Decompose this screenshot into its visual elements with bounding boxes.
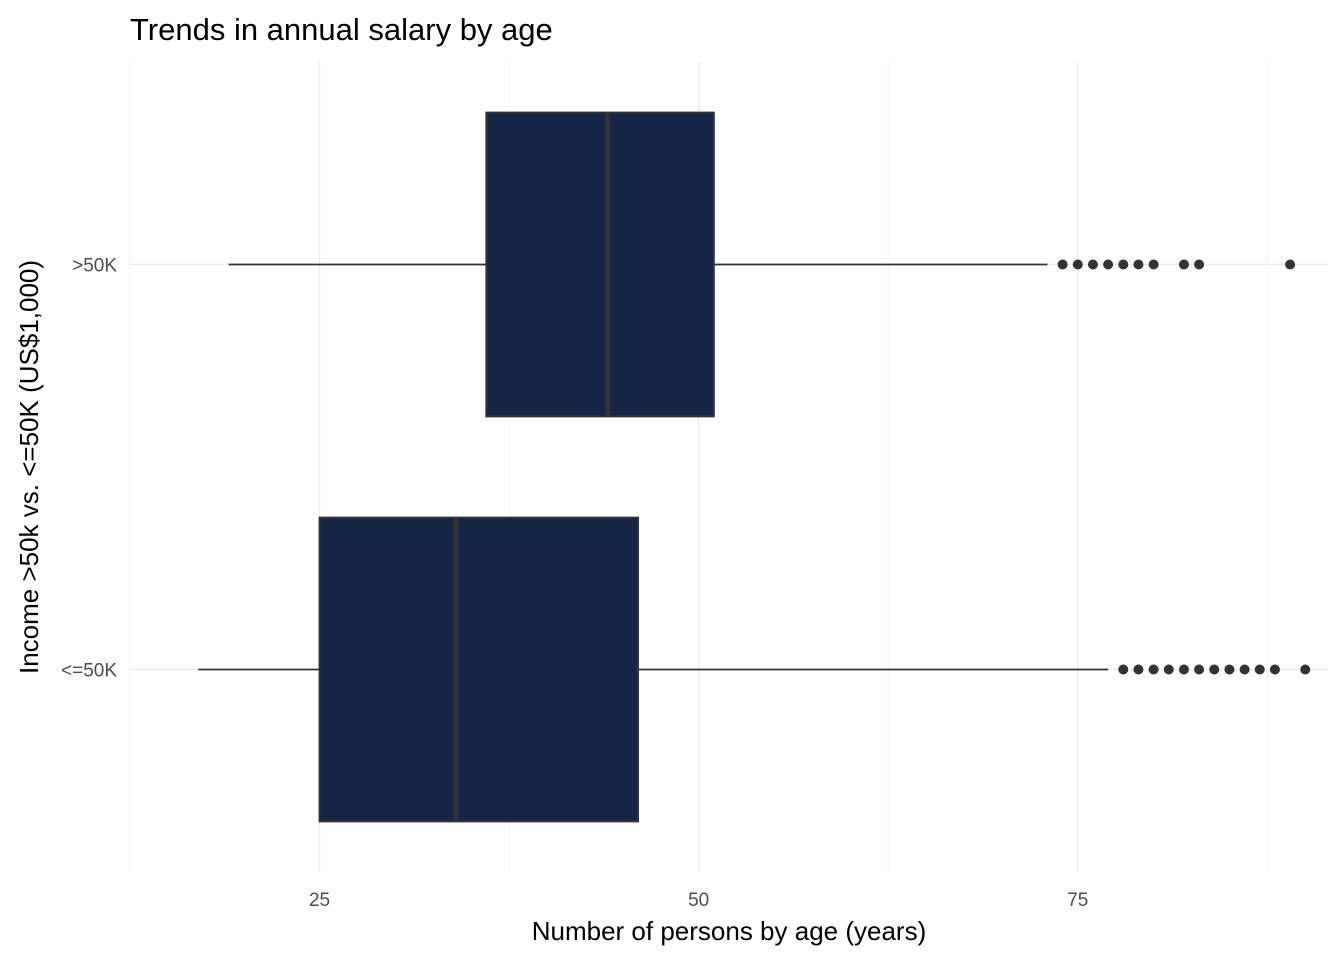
chart-title: Trends in annual salary by age xyxy=(130,12,553,47)
outlier-point xyxy=(1148,664,1159,675)
x-tick-label: 75 xyxy=(1067,890,1088,911)
outlier-point xyxy=(1269,664,1280,675)
outlier-point xyxy=(1072,259,1083,270)
outlier-point xyxy=(1209,664,1220,675)
plot-marks xyxy=(198,111,1311,823)
outlier-point xyxy=(1133,259,1144,270)
outlier-point xyxy=(1254,664,1265,675)
y-tick-label: >50K xyxy=(72,256,117,277)
y-tick-label: <=50K xyxy=(61,661,117,682)
outlier-point xyxy=(1133,664,1144,675)
outlier-point xyxy=(1285,259,1296,270)
plot-grid xyxy=(129,62,1328,872)
x-tick-label: 50 xyxy=(688,890,709,911)
outlier-point xyxy=(1224,664,1235,675)
outlier-point xyxy=(1178,259,1189,270)
box-group xyxy=(228,111,1296,418)
iqr-box xyxy=(318,516,640,823)
outlier-point xyxy=(1118,259,1129,270)
outlier-point xyxy=(1239,664,1250,675)
axes: 25 50 75 >50K <=50K xyxy=(61,256,1088,912)
outlier-point xyxy=(1057,259,1068,270)
outlier-point xyxy=(1118,664,1129,675)
iqr-box xyxy=(485,111,715,418)
outlier-point xyxy=(1194,259,1205,270)
outlier-point xyxy=(1300,664,1311,675)
outlier-point xyxy=(1103,259,1114,270)
outlier-point xyxy=(1178,664,1189,675)
x-axis-title: Number of persons by age (years) xyxy=(532,916,927,946)
outlier-point xyxy=(1087,259,1098,270)
box-group xyxy=(198,516,1311,823)
x-tick-label: 25 xyxy=(309,890,330,911)
outlier-point xyxy=(1148,259,1159,270)
outlier-point xyxy=(1163,664,1174,675)
outlier-point xyxy=(1194,664,1205,675)
y-axis-title: Income >50k vs. <=50K (US$1,000) xyxy=(14,260,44,674)
